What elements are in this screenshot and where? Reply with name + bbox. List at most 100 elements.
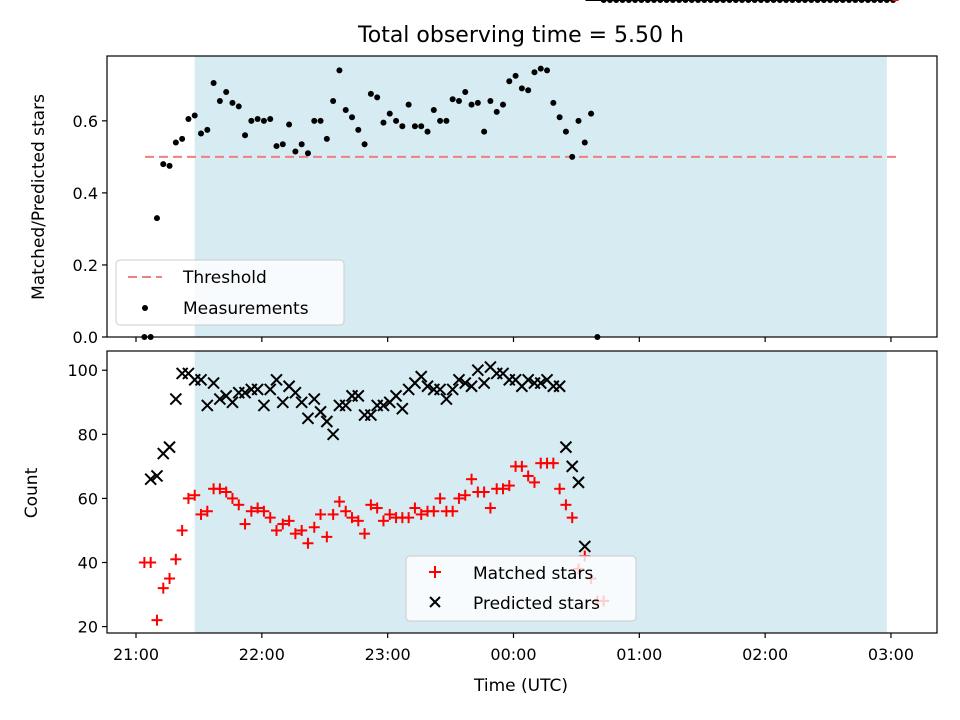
- legend-measurements-swatch: [142, 305, 148, 311]
- predicted-star-point: [459, 376, 472, 390]
- measurement-point: [248, 117, 255, 124]
- ratio-panel-ylabel: Matched/Predicted stars: [29, 94, 49, 300]
- matched-star-point: [252, 502, 264, 514]
- predicted-star-point: [578, 540, 592, 553]
- matched-star-point: [459, 489, 471, 501]
- measurement-point: [500, 101, 507, 108]
- matched-star-point: [296, 524, 308, 536]
- matched-star-point: [365, 499, 377, 511]
- matched-star-point: [560, 499, 572, 511]
- matched-star-point: [340, 505, 352, 517]
- measurement-point: [562, 128, 569, 135]
- measurement-point: [569, 153, 576, 160]
- measurement-point: [311, 117, 318, 124]
- predicted-star-point: [521, 373, 535, 387]
- matched-star-point: [277, 518, 289, 530]
- count-legend-box: [405, 555, 637, 622]
- matched-star-point: [308, 521, 320, 533]
- xtick-label: 01:00: [616, 645, 662, 664]
- measurement-point: [474, 99, 481, 106]
- measurement-point: [330, 98, 337, 105]
- measurement-point: [172, 139, 179, 146]
- predicted-star-point: [559, 440, 573, 454]
- matched-star-point: [189, 489, 201, 501]
- predicted-star-point: [213, 392, 227, 406]
- measurement-point: [166, 162, 173, 169]
- measurement-point: [229, 99, 236, 106]
- measurement-point: [380, 119, 387, 126]
- matched-star-point: [182, 492, 194, 504]
- xtick-label: 23:00: [365, 645, 411, 664]
- predicted-star-point: [295, 396, 308, 409]
- matched-star-point: [271, 524, 283, 536]
- predicted-star-point: [169, 392, 183, 406]
- measurement-point: [355, 126, 362, 133]
- predicted-star-point: [452, 373, 466, 387]
- measurement-point: [367, 90, 374, 97]
- legend-predicted-label: Predicted stars: [473, 594, 600, 614]
- predicted-star-point: [308, 392, 321, 406]
- measurement-point: [292, 148, 299, 155]
- measurement-point: [493, 108, 500, 115]
- measurement-point: [361, 141, 368, 148]
- predicted-star-point: [396, 402, 409, 415]
- matched-star-point: [547, 457, 559, 469]
- matched-star-point: [164, 573, 176, 585]
- matched-star-point: [264, 512, 276, 524]
- measurement-point: [405, 101, 412, 108]
- matched-star-point: [346, 512, 358, 524]
- measurement-point: [581, 139, 588, 146]
- count-ytick-label: 40: [78, 554, 98, 573]
- predicted-star-point: [534, 376, 547, 390]
- matched-star-point: [258, 505, 270, 517]
- predicted-star-point: [421, 380, 434, 393]
- predicted-star-point: [415, 370, 428, 383]
- xtick-label: 22:00: [239, 645, 285, 664]
- matched-star-point: [516, 460, 528, 472]
- count-panel-ylabel: Count: [22, 467, 42, 518]
- chart-title: Total observing time = 5.50 h: [357, 23, 684, 48]
- measurement-point: [575, 117, 582, 124]
- count-ytick-label: 60: [78, 489, 98, 508]
- measurement-point: [323, 135, 330, 142]
- measurement-point: [462, 89, 469, 96]
- legend-measurements-label: Measurements: [183, 299, 309, 319]
- predicted-star-point: [553, 380, 566, 393]
- measurement-point: [235, 103, 242, 110]
- measurement-point: [204, 126, 211, 133]
- measurement-point: [267, 116, 274, 123]
- measurement-point: [487, 98, 494, 105]
- measurement-point: [411, 123, 418, 130]
- measurement-point: [349, 114, 356, 121]
- matched-star-point: [289, 528, 301, 540]
- matched-star-point: [170, 553, 182, 565]
- measurement-point: [506, 78, 513, 85]
- matched-star-point: [201, 505, 213, 517]
- legend-predicted-swatch: [429, 596, 441, 608]
- measurement-point: [518, 85, 525, 92]
- measurement-point: [550, 99, 557, 106]
- predicted-star-point: [238, 386, 252, 399]
- ratio-panel-frame: [106, 55, 938, 338]
- matched-star-point: [359, 528, 371, 540]
- predicted-star-point: [352, 389, 365, 403]
- predicted-star-point: [264, 383, 277, 396]
- matched-star-point: [371, 502, 383, 514]
- predicted-star-point: [377, 399, 390, 412]
- matched-star-point: [377, 515, 389, 527]
- legend-matched-label: Matched stars: [473, 564, 593, 584]
- predicted-star-point: [226, 396, 239, 409]
- measurement-point: [512, 72, 519, 79]
- measurement-point: [185, 116, 192, 123]
- matched-star-point: [528, 476, 540, 488]
- predicted-star-point: [320, 415, 334, 428]
- measurement-point: [525, 87, 532, 94]
- predicted-star-point: [301, 412, 315, 425]
- measurement-point: [286, 121, 293, 128]
- xtick-label: 21:00: [113, 645, 159, 664]
- matched-star-point: [226, 492, 238, 504]
- matched-star-point: [478, 486, 490, 498]
- measurement-point: [336, 67, 343, 74]
- count-panel-frame: [106, 350, 938, 634]
- predicted-star-point: [465, 380, 478, 393]
